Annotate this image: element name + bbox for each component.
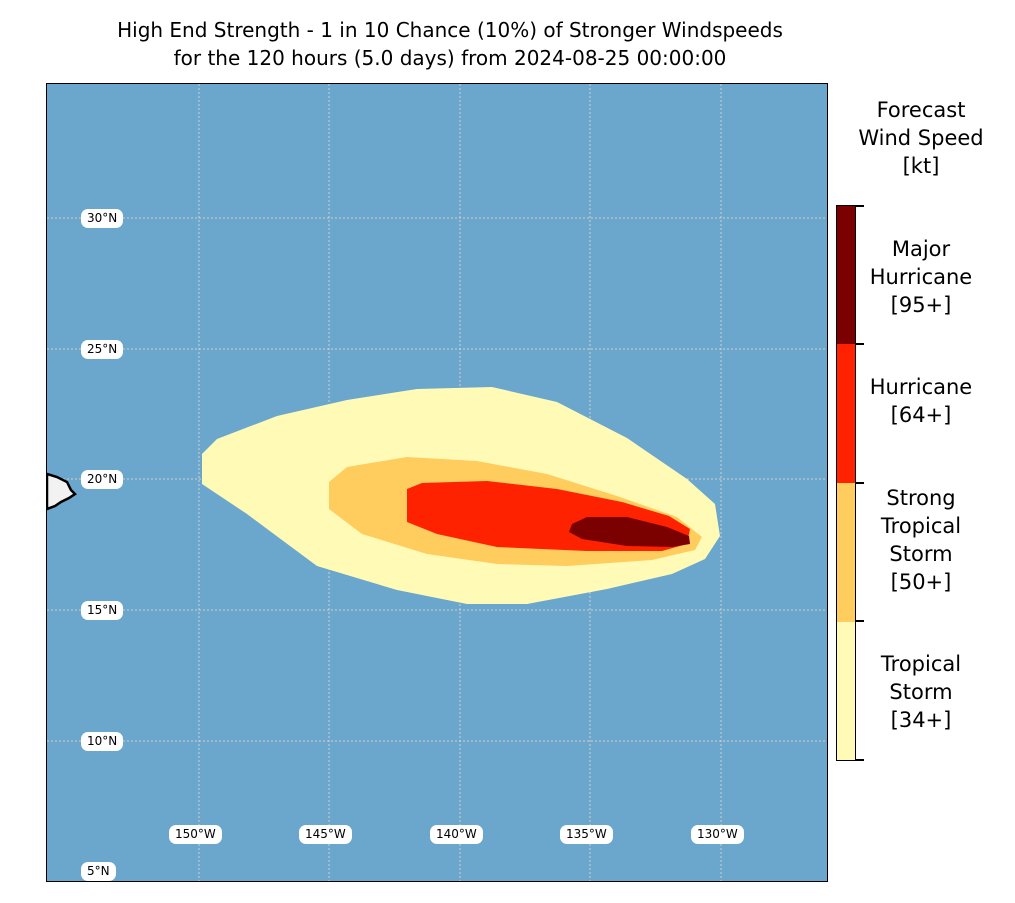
legend-strong-ts-line4: [50+] [890,570,952,594]
swath-major-hurricane [569,517,690,547]
legend-strong-ts-line3: Storm [889,542,953,566]
legend-strong-ts-line1: Strong [886,486,956,510]
lat-label-30n: 30°N [81,209,124,228]
island-hawaii [47,472,77,511]
legend-ts-line2: Storm [889,680,953,704]
graticule [47,84,827,881]
legend-title-line2: Wind Speed [858,126,984,150]
lon-label-150w: 150°W [169,825,222,844]
lat-label-20n: 20°N [81,470,124,489]
lat-label-25n: 25°N [81,340,124,359]
lon-label-135w: 135°W [560,825,613,844]
lon-label-140w: 140°W [430,825,483,844]
lat-label-15n: 15°N [81,601,124,620]
chart-title-line1: High End Strength - 1 in 10 Chance (10%)… [117,18,783,42]
colorbar-tropical-storm [837,622,855,760]
legend-major-hurricane-line3: [95+] [890,293,952,317]
forecast-map: 30°N 25°N 20°N 15°N 10°N 5°N 150°W 145°W… [46,83,828,882]
colorbar [836,205,856,761]
colorbar-strong-tropical-storm [837,483,855,622]
legend-strong-ts-line2: Tropical [880,514,962,538]
legend-ts-line1: Tropical [880,652,962,676]
lat-label-10n: 10°N [81,732,124,751]
lon-label-130w: 130°W [691,825,744,844]
legend-hurricane-line2: [64+] [890,403,952,427]
lat-label-5n: 5°N [81,862,116,881]
colorbar-tick [855,620,864,622]
legend-major-hurricane-line1: Major [891,237,951,261]
colorbar-tick [855,205,864,207]
colorbar-major-hurricane [837,206,855,344]
legend-hurricane-line1: Hurricane [869,375,973,399]
chart-title-line2: for the 120 hours (5.0 days) from 2024-0… [173,46,727,70]
colorbar-tick [855,343,864,345]
legend-title-line3: [kt] [902,154,940,178]
colorbar-tick [855,759,864,761]
map-canvas [47,84,827,881]
lon-label-145w: 145°W [299,825,352,844]
colorbar-hurricane [837,344,855,483]
legend-title-line1: Forecast [876,98,966,122]
legend-major-hurricane-line2: Hurricane [869,265,973,289]
colorbar-tick [855,482,864,484]
legend-ts-line3: [34+] [890,708,952,732]
